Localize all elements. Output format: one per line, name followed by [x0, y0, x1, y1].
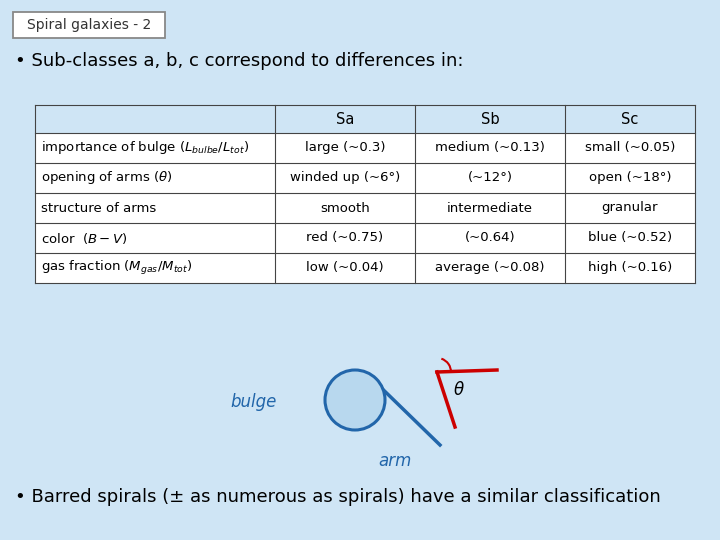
- Text: granular: granular: [602, 201, 658, 214]
- Text: (~12°): (~12°): [467, 172, 513, 185]
- Text: medium (~0.13): medium (~0.13): [435, 141, 545, 154]
- Text: red (~0.75): red (~0.75): [307, 232, 384, 245]
- Text: • Sub-classes a, b, c correspond to differences in:: • Sub-classes a, b, c correspond to diff…: [15, 52, 464, 70]
- Text: Spiral galaxies - 2: Spiral galaxies - 2: [27, 18, 151, 32]
- Text: • Barred spirals (± as numerous as spirals) have a similar classification: • Barred spirals (± as numerous as spira…: [15, 488, 661, 506]
- Text: color  ($B-V$): color ($B-V$): [41, 231, 127, 246]
- Text: small (~0.05): small (~0.05): [585, 141, 675, 154]
- Text: Sa: Sa: [336, 111, 354, 126]
- Text: bulge: bulge: [230, 393, 277, 411]
- Text: average (~0.08): average (~0.08): [436, 261, 545, 274]
- Text: high (~0.16): high (~0.16): [588, 261, 672, 274]
- Text: intermediate: intermediate: [447, 201, 533, 214]
- Text: smooth: smooth: [320, 201, 370, 214]
- Text: (~0.64): (~0.64): [464, 232, 516, 245]
- Text: open (~18°): open (~18°): [589, 172, 671, 185]
- Text: gas fraction ($M_{gas}/M_{tot}$): gas fraction ($M_{gas}/M_{tot}$): [41, 259, 192, 277]
- Text: low (~0.04): low (~0.04): [306, 261, 384, 274]
- FancyBboxPatch shape: [13, 12, 165, 38]
- Text: opening of arms ($\theta$): opening of arms ($\theta$): [41, 170, 173, 186]
- Text: blue (~0.52): blue (~0.52): [588, 232, 672, 245]
- Text: importance of bulge ($L_{bulbe}/L_{tot}$): importance of bulge ($L_{bulbe}/L_{tot}$…: [41, 139, 249, 157]
- Bar: [35, 105, 695, 283]
- Text: Sc: Sc: [621, 111, 639, 126]
- Text: $\theta$: $\theta$: [453, 381, 465, 399]
- Text: large (~0.3): large (~0.3): [305, 141, 385, 154]
- Text: Sb: Sb: [481, 111, 499, 126]
- Text: arm: arm: [378, 452, 412, 470]
- Bar: [35, 105, 695, 133]
- Circle shape: [325, 370, 385, 430]
- Text: structure of arms: structure of arms: [41, 201, 156, 214]
- Text: winded up (~6°): winded up (~6°): [290, 172, 400, 185]
